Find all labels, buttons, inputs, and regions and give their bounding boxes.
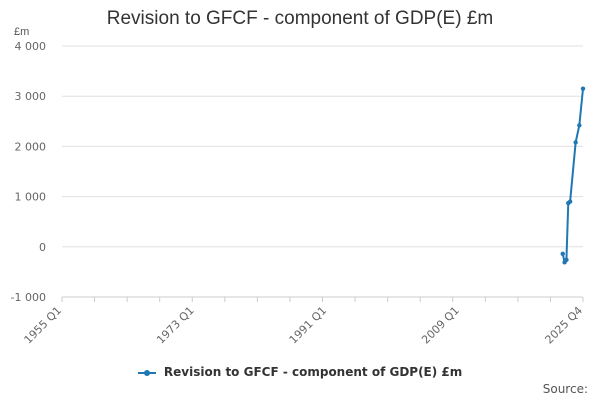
legend-label: Revision to GFCF - component of GDP(E) £… (163, 365, 463, 379)
chart-title: Revision to GFCF - component of GDP(E) £… (106, 8, 494, 29)
legend[interactable]: Revision to GFCF - component of GDP(E) £… (0, 365, 600, 379)
y-tick-label: 2 000 (15, 140, 47, 153)
y-tick-label: 3 000 (15, 90, 47, 103)
data-point (567, 199, 573, 204)
data-point (580, 86, 586, 91)
x-tick-label: 1973 Q1 (154, 304, 197, 347)
y-tick-label: 4 000 (15, 40, 47, 53)
legend-line-marker-icon (137, 368, 156, 378)
legend-marker-dot (143, 369, 150, 376)
y-axis-unit-label: £m (14, 26, 30, 38)
data-point (564, 257, 569, 263)
x-tick-label: 2009 Q1 (419, 304, 462, 347)
series-line (561, 88, 584, 264)
x-tick-label: 1991 Q1 (287, 304, 330, 347)
data-point (577, 123, 582, 128)
y-tick-label: -1 000 (11, 291, 46, 304)
x-tick-label: 1955 Q1 (22, 304, 65, 347)
data-point (560, 251, 565, 257)
x-tick-label: 2025 Q4 (543, 304, 586, 347)
y-tick-label: 1 000 (15, 191, 47, 204)
source-label: Source: (542, 382, 588, 396)
y-tick-label: 0 (39, 241, 46, 254)
data-point (573, 140, 578, 145)
